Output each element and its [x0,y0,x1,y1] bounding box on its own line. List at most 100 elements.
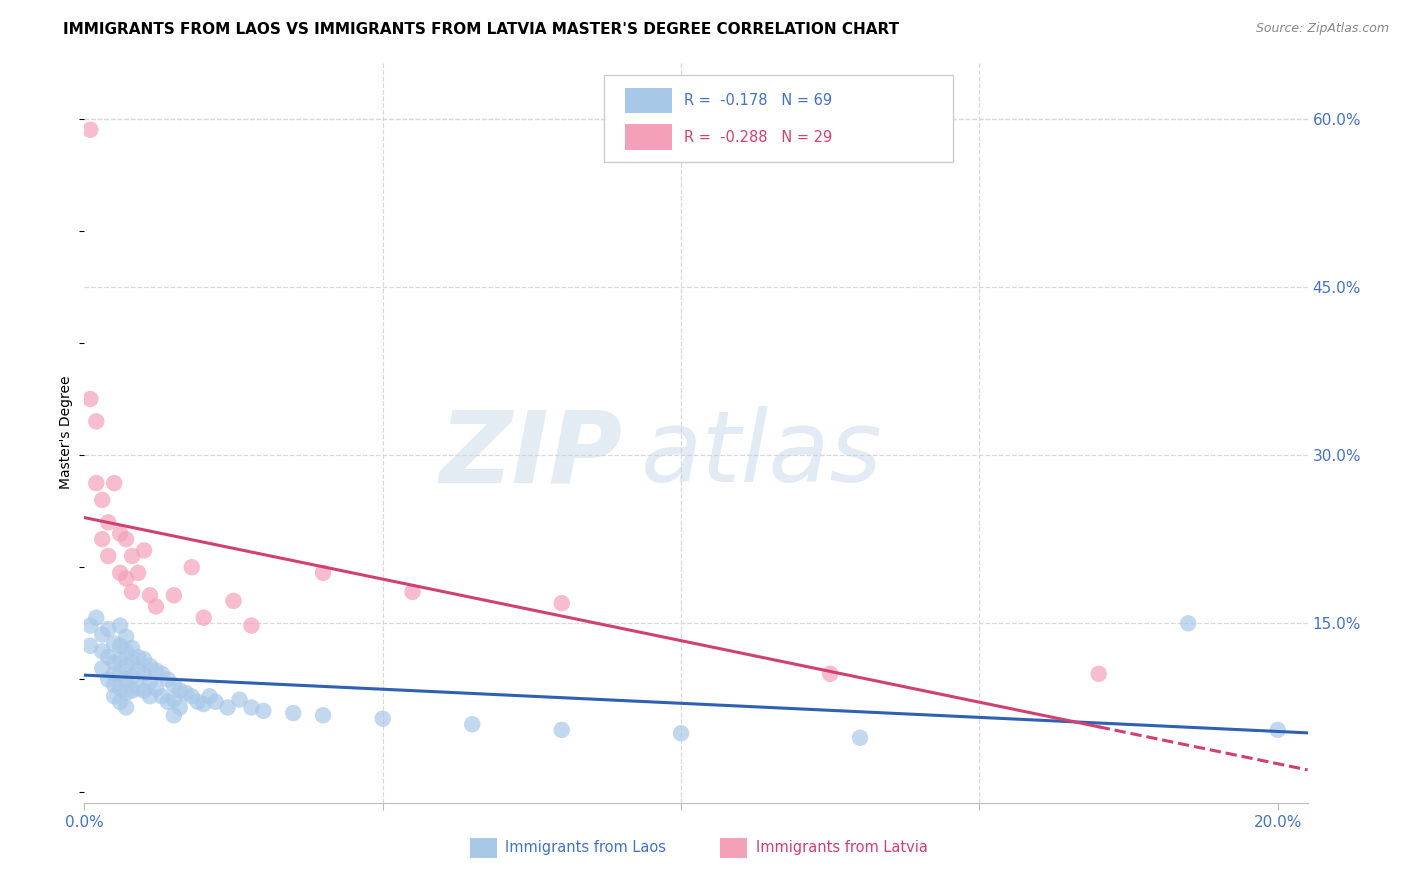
Point [103,690,125,704]
Point [115,686,138,700]
Point [240,700,263,714]
FancyBboxPatch shape [626,124,672,150]
Point [97,516,120,530]
Text: R =  -0.288   N = 29: R = -0.288 N = 29 [683,129,832,145]
Point [84,476,107,491]
Point [132,683,155,698]
Text: ZIP: ZIP [440,407,623,503]
Point [115,700,138,714]
Point [551,596,574,610]
Point [204,695,226,709]
Point [551,723,574,737]
Point [145,681,167,696]
Point [1267,723,1289,737]
Point [127,566,149,580]
Point [139,659,162,673]
Point [198,690,221,704]
Point [79,618,101,632]
Point [91,492,114,507]
Point [156,695,179,709]
Point [169,700,191,714]
Point [84,610,107,624]
Point [1177,616,1199,631]
FancyBboxPatch shape [626,87,672,113]
Point [115,571,138,585]
Point [91,532,114,546]
Point [228,692,250,706]
Point [108,666,131,681]
Point [115,673,138,687]
Point [121,549,143,563]
Point [163,588,186,602]
Point [461,717,484,731]
Point [115,644,138,658]
Point [169,683,191,698]
Point [174,686,197,700]
Point [108,526,131,541]
Point [91,627,114,641]
Point [108,652,131,666]
Point [132,652,155,666]
Text: Immigrants from Latvia: Immigrants from Latvia [756,840,928,855]
Point [103,678,125,692]
Text: R =  -0.178   N = 69: R = -0.178 N = 69 [683,93,832,108]
Point [127,664,149,678]
Point [240,618,263,632]
Point [115,532,138,546]
Text: IMMIGRANTS FROM LAOS VS IMMIGRANTS FROM LATVIA MASTER'S DEGREE CORRELATION CHART: IMMIGRANTS FROM LAOS VS IMMIGRANTS FROM … [63,22,900,37]
Point [121,670,143,684]
Point [103,476,125,491]
Point [180,690,202,704]
Point [103,656,125,670]
FancyBboxPatch shape [470,838,496,858]
Point [217,700,239,714]
Point [127,681,149,696]
Point [1087,666,1109,681]
Point [163,692,186,706]
Point [79,392,101,406]
Point [79,122,101,136]
Point [187,695,209,709]
Point [121,683,143,698]
Point [163,708,186,723]
Point [193,610,215,624]
Point [139,690,162,704]
Point [103,636,125,650]
Point [97,673,120,687]
Point [91,661,114,675]
Point [108,566,131,580]
Point [139,674,162,689]
Point [108,639,131,653]
Point [145,599,167,614]
Point [97,549,120,563]
Y-axis label: Master's Degree: Master's Degree [59,376,73,490]
Point [150,666,173,681]
Point [79,639,101,653]
Point [193,697,215,711]
Point [312,566,335,580]
Point [222,594,245,608]
Point [145,664,167,678]
Point [91,644,114,658]
Point [156,673,179,687]
Point [150,690,173,704]
Point [669,726,692,740]
Point [115,659,138,673]
Point [115,630,138,644]
Text: atlas: atlas [641,407,883,503]
Point [139,588,162,602]
Point [127,650,149,665]
FancyBboxPatch shape [605,75,953,162]
Point [97,622,120,636]
Point [121,640,143,655]
Point [312,708,335,723]
Point [97,650,120,665]
Point [252,704,274,718]
Point [121,656,143,670]
Point [371,712,394,726]
Point [163,678,186,692]
Point [132,543,155,558]
Point [849,731,872,745]
Text: Immigrants from Laos: Immigrants from Laos [505,840,666,855]
Point [818,666,841,681]
